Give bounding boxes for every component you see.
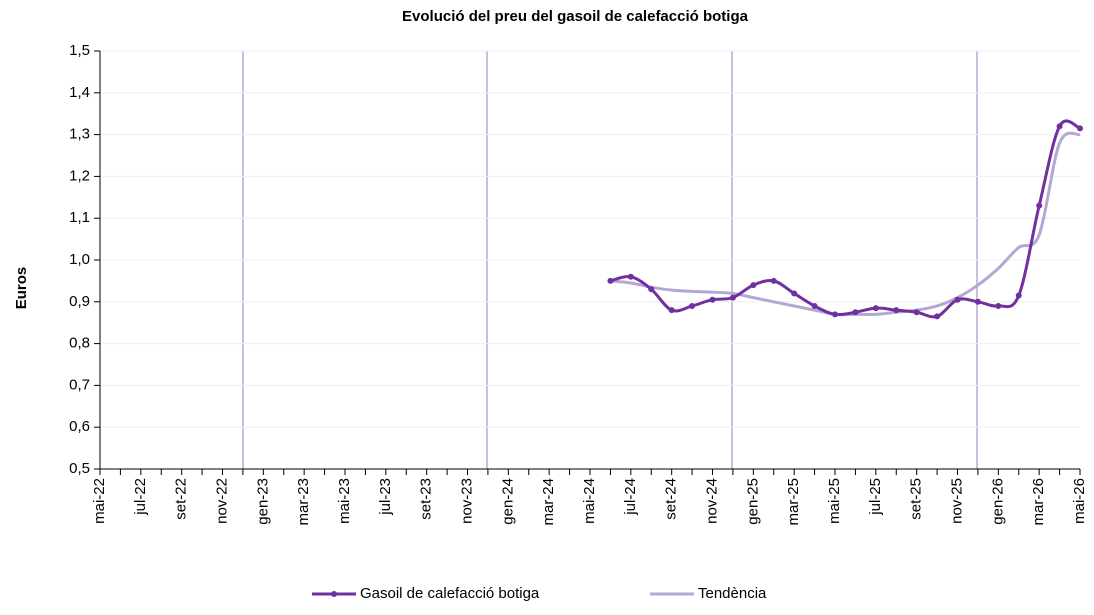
data-point: [1036, 202, 1043, 209]
x-tick-label: nov-22: [213, 478, 230, 524]
x-tick-label: jul-23: [377, 478, 394, 516]
x-tick-label: gen-26: [989, 478, 1006, 525]
legend-label: Tendència: [698, 585, 767, 602]
data-point: [974, 298, 981, 305]
y-tick-label: 0,8: [69, 335, 90, 352]
data-point: [1077, 125, 1083, 132]
data-point: [689, 302, 696, 309]
x-tick-label: mai-23: [336, 478, 353, 524]
data-point: [872, 305, 879, 312]
data-point: [1056, 123, 1063, 130]
x-tick-label: set-25: [908, 478, 925, 520]
x-tick-label: jul-22: [132, 478, 149, 516]
x-tick-label: mai-25: [826, 478, 843, 524]
x-tick-label: nov-25: [948, 478, 965, 524]
data-point: [750, 282, 757, 289]
x-tick-label: mar-25: [785, 478, 802, 526]
data-point: [913, 309, 920, 316]
legend-marker: [331, 591, 337, 597]
data-point: [811, 302, 818, 309]
data-point: [893, 307, 900, 314]
y-tick-label: 0,7: [69, 376, 90, 393]
y-tick-label: 1,4: [69, 84, 90, 101]
data-point: [770, 277, 777, 284]
data-point: [648, 286, 655, 293]
data-point: [1015, 292, 1022, 299]
legend-label: Gasoil de calefacció botiga: [360, 585, 540, 602]
data-point: [668, 307, 675, 314]
y-tick-label: 0,9: [69, 293, 90, 310]
x-tick-label: mai-26: [1071, 478, 1088, 524]
y-tick-label: 1,3: [69, 126, 90, 143]
x-tick-label: set-22: [173, 478, 190, 520]
chart-title: Evolució del preu del gasoil de calefacc…: [402, 8, 749, 25]
x-tick-label: mar-26: [1030, 478, 1047, 526]
y-axis-label: Euros: [13, 267, 30, 310]
x-tick-label: mar-23: [295, 478, 312, 526]
data-point: [852, 309, 859, 316]
data-point: [791, 290, 798, 297]
data-point: [729, 294, 736, 301]
data-point: [934, 313, 941, 320]
data-point: [607, 277, 614, 284]
x-tick-label: nov-23: [458, 478, 475, 524]
y-tick-label: 1,1: [69, 209, 90, 226]
x-tick-label: mai-24: [581, 478, 598, 524]
x-tick-label: gen-25: [744, 478, 761, 525]
x-tick-label: gen-23: [254, 478, 271, 525]
data-point: [709, 296, 716, 303]
series-line: [610, 131, 1081, 317]
x-tick-label: mar-24: [540, 478, 557, 526]
y-tick-label: 0,5: [69, 460, 90, 477]
y-tick-label: 1,0: [69, 251, 90, 268]
y-tick-label: 1,2: [69, 167, 90, 184]
x-tick-label: jul-24: [622, 478, 639, 516]
data-point: [995, 302, 1002, 309]
data-point: [954, 296, 961, 303]
x-tick-label: gen-24: [499, 478, 516, 525]
x-tick-label: nov-24: [703, 478, 720, 524]
x-tick-label: mai-22: [91, 478, 108, 524]
x-tick-label: set-23: [418, 478, 435, 520]
data-point: [627, 273, 634, 280]
x-tick-label: set-24: [663, 478, 680, 520]
series-line: [610, 119, 1081, 319]
data-point: [832, 311, 838, 318]
y-tick-label: 0,6: [69, 418, 90, 435]
y-tick-label: 1,5: [69, 42, 90, 59]
x-tick-label: jul-25: [867, 478, 884, 516]
